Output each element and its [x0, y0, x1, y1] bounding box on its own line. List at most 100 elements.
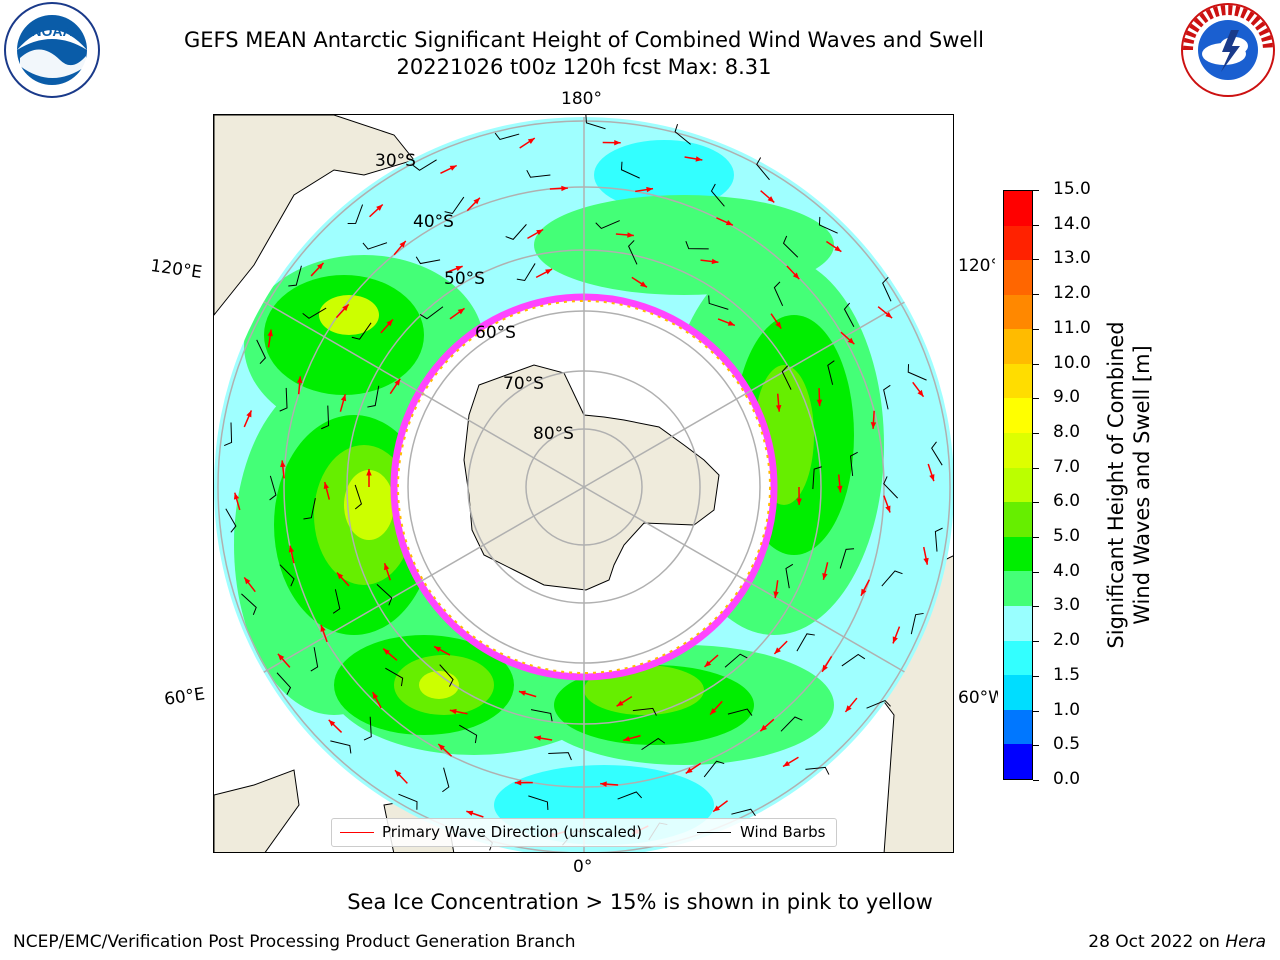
- colorbar-tick-mark: [1033, 294, 1039, 296]
- wave-arrow-head: [713, 805, 720, 812]
- wave-arrow-head: [614, 139, 621, 146]
- wave-arrow-head: [545, 269, 553, 275]
- wind-barb: [796, 633, 815, 652]
- wind-barb: [841, 653, 866, 667]
- colorbar-tick-mark: [1033, 675, 1039, 677]
- colorbar-segment: [1004, 536, 1032, 572]
- wind-barb: [398, 793, 418, 810]
- colorbar-tick-label: 11.0: [1053, 317, 1091, 338]
- colorbar-tick-label: 6.0: [1053, 491, 1081, 512]
- wind-barb: [585, 115, 606, 130]
- wind-barb: [548, 752, 572, 761]
- colorbar-segment: [1004, 225, 1032, 261]
- wave-arrow-head: [710, 708, 717, 715]
- wind-barb: [367, 385, 380, 408]
- wind-barb: [332, 589, 341, 614]
- colorbar-tick-label: 13.0: [1053, 248, 1091, 269]
- wind-barb: [907, 364, 927, 381]
- lon-label-60e: 60°E: [163, 684, 207, 710]
- wind-barb: [710, 183, 725, 207]
- colorbar-segment: [1004, 502, 1032, 537]
- wave-arrow-head: [518, 690, 526, 696]
- wind-barb: [731, 808, 756, 817]
- sea-ice-note: Sea Ice Concentration > 15% is shown in …: [347, 890, 933, 914]
- nws-logo: [1181, 3, 1275, 97]
- wave-arrow-head: [640, 281, 647, 288]
- wave-arrow-head: [320, 624, 326, 632]
- colorbar-tick-label: 4.0: [1053, 560, 1081, 581]
- wind-barb: [883, 476, 899, 499]
- lat-label-80s: 80°S: [533, 424, 574, 444]
- wind-barb: [674, 123, 691, 145]
- colorbar-segment: [1004, 744, 1032, 779]
- wind-barb: [459, 724, 478, 744]
- wind-barbs: [224, 115, 943, 851]
- wind-barb: [530, 709, 553, 722]
- colorbar-segment: [1004, 640, 1032, 676]
- wind-barb: [362, 242, 388, 250]
- lon-label-0: 0°: [573, 857, 593, 877]
- wave-arrow-head: [773, 591, 779, 599]
- wave-arrow-head: [438, 743, 445, 751]
- colorbar-tick-mark: [1033, 190, 1039, 191]
- wave-arrow-head: [600, 781, 607, 787]
- wave-arrow-head: [280, 460, 286, 468]
- wave-arrow-head: [775, 321, 782, 329]
- colorbar-tick-mark: [1033, 259, 1039, 261]
- wind-barb: [505, 224, 527, 240]
- wind-barb: [850, 451, 858, 476]
- wave-arrow-head: [372, 692, 379, 700]
- wave-arrow-head: [775, 404, 782, 412]
- wave-arrow-head: [246, 410, 252, 418]
- wave-arrow-head: [892, 636, 898, 644]
- wave-arrow-head: [328, 719, 336, 727]
- wind-barb: [839, 548, 855, 569]
- wave-arrow-head: [536, 229, 544, 236]
- colorbar-segment: [1004, 398, 1032, 434]
- wave-arrow-head: [646, 186, 654, 193]
- wave-arrow-head: [466, 810, 474, 816]
- wave-arrow-head: [929, 474, 935, 482]
- wave-arrow-head: [796, 498, 802, 505]
- wave-arrow-head: [860, 588, 867, 596]
- wave-arrow-head: [885, 311, 893, 319]
- wave-arrow-head: [704, 660, 712, 667]
- wind-barb: [882, 276, 892, 302]
- map-frame: [213, 114, 954, 853]
- wind-barb: [444, 196, 465, 215]
- colorbar-tick-mark: [1033, 502, 1039, 504]
- colorbar-tick-label: 7.0: [1053, 456, 1081, 477]
- wind-barb: [310, 647, 319, 672]
- wave-direction-legend-line: [340, 832, 374, 833]
- wind-barb: [241, 593, 257, 616]
- wind-barb: [595, 220, 620, 230]
- colorbar-segment: [1004, 675, 1032, 710]
- lat-label-70s: 70°S: [503, 374, 544, 394]
- footer-date: 28 Oct 2022 on Hera: [1088, 932, 1266, 952]
- wave-arrow-head: [695, 156, 703, 162]
- colorbar-segment: [1004, 606, 1032, 641]
- wave-arrow-head: [296, 376, 303, 383]
- wind-barb: [351, 322, 372, 340]
- wave-arrow-head: [277, 653, 285, 661]
- colorbar-tick-mark: [1033, 398, 1039, 400]
- wind-barb: [363, 716, 372, 741]
- wave-arrow-head: [317, 262, 324, 270]
- colorbar-tick-label: 8.0: [1053, 421, 1081, 442]
- colorbar-title-line2: Wind Waves and Swell [m]: [1130, 345, 1154, 625]
- lat-label-40s: 40°S: [413, 212, 454, 232]
- wind-barb: [628, 240, 638, 265]
- wave-arrow-head: [685, 767, 693, 774]
- wind-barb: [224, 422, 233, 447]
- colorbar-segment: [1004, 329, 1032, 364]
- wave-arrow-head: [917, 389, 924, 397]
- colorbar-segment: [1004, 363, 1032, 399]
- colorbar-tick-label: 3.0: [1053, 595, 1081, 616]
- wind-barb: [782, 235, 799, 258]
- wave-arrow-head: [822, 664, 828, 672]
- wind-barb: [279, 387, 288, 412]
- wave-arrow-head: [340, 394, 347, 402]
- wind-barb: [269, 475, 277, 501]
- wave-arrow-head: [244, 577, 251, 585]
- wave-arrow-head: [623, 736, 631, 742]
